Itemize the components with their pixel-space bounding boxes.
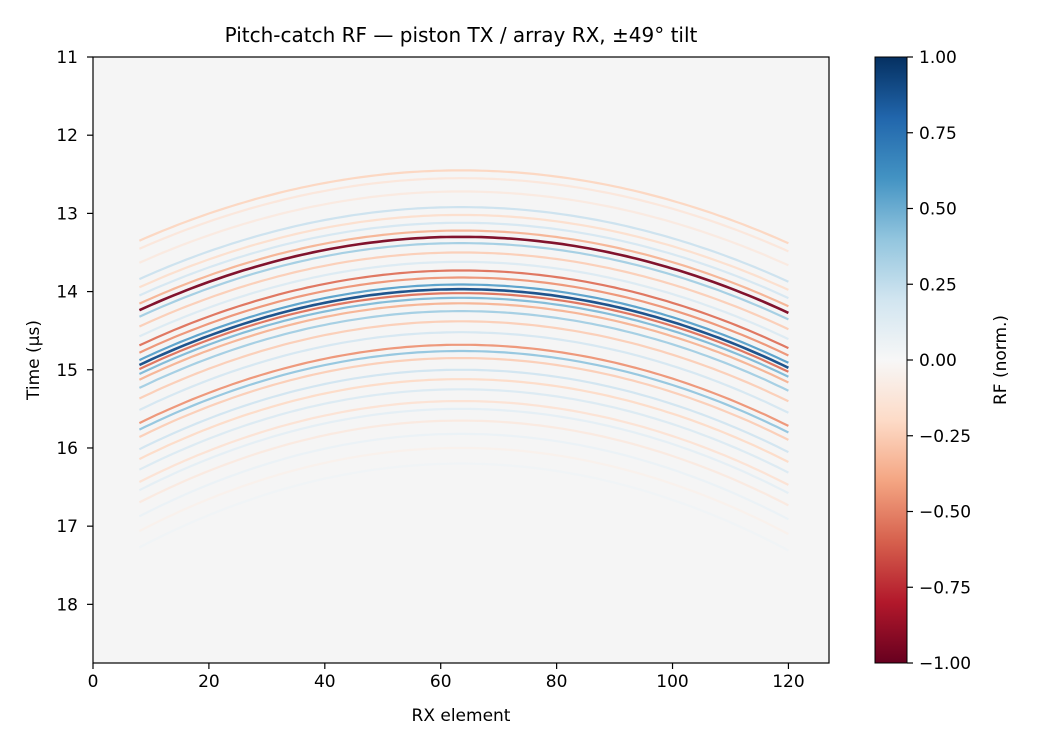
- colorbar-tick-label: 0.75: [919, 124, 957, 144]
- signal-arc-28: [138, 407, 789, 495]
- signal-arc-21: [138, 343, 789, 427]
- signal-arc-8: [138, 242, 789, 321]
- signal-arc-3: [138, 206, 789, 283]
- y-tick-label: 11: [56, 48, 78, 68]
- colorbar-tick-label: 0.50: [919, 200, 957, 220]
- x-tick-label: 0: [88, 672, 99, 692]
- x-axis-ticks: 0 20 40 60 80 100 120: [88, 663, 805, 692]
- signal-arc-19: [138, 320, 789, 403]
- signal-arc-5: [138, 221, 789, 300]
- signal-arc-24: [138, 368, 789, 454]
- x-tick-label: 20: [198, 672, 220, 692]
- signal-arc-32: [138, 462, 789, 552]
- signal-arc-2: [138, 190, 789, 267]
- signal-arc-17: [138, 302, 789, 384]
- colorbar-label: RF (norm.): [991, 315, 1011, 405]
- colorbar-tick-label: −0.75: [919, 578, 971, 598]
- signal-arc-20: [138, 331, 789, 414]
- signal-arc-23: [138, 357, 789, 441]
- y-tick-label: 12: [56, 126, 78, 146]
- signal-arc-13: [138, 283, 789, 364]
- plot-background: [93, 57, 829, 663]
- signal-arc-18: [138, 310, 789, 392]
- signal-arc-0: [138, 169, 789, 245]
- colorbar-tick-label: 1.00: [919, 48, 957, 68]
- colorbar: [874, 56, 908, 664]
- signal-arc-27: [138, 400, 789, 486]
- y-tick-label: 18: [56, 595, 78, 615]
- x-axis-label: RX element: [412, 706, 511, 726]
- y-tick-label: 17: [56, 517, 78, 537]
- plot-frame: [92, 56, 830, 664]
- signal-arc-22: [138, 349, 789, 434]
- signal-arc-11: [138, 269, 789, 350]
- x-tick-label: 80: [546, 672, 568, 692]
- signal-arc-6: [138, 229, 789, 308]
- y-tick-label: 13: [56, 204, 78, 224]
- signal-arc-29: [138, 419, 789, 507]
- y-tick-label: 15: [56, 361, 78, 381]
- chart-title: Pitch-catch RF — piston TX / array RX, ±…: [225, 23, 698, 47]
- y-axis-label: Time (µs): [24, 320, 44, 401]
- colorbar-tick-label: 0.00: [919, 351, 957, 371]
- signal-arc-4: [138, 213, 789, 291]
- x-tick-label: 40: [314, 672, 336, 692]
- signal-arc-14: [138, 287, 789, 369]
- signal-arcs: [138, 169, 789, 552]
- signal-arc-15: [138, 292, 789, 373]
- y-tick-label: 16: [56, 439, 78, 459]
- colorbar-tick-label: 0.25: [919, 275, 957, 295]
- x-tick-label: 60: [430, 672, 452, 692]
- x-tick-label: 100: [656, 672, 688, 692]
- colorbar-ticks: 1.00 0.75 0.50 0.25 0.00 −0.25 −0.50 −0.75 −1.00: [907, 48, 971, 674]
- signal-arc-25: [138, 378, 789, 463]
- signal-arc-26: [138, 388, 789, 474]
- signal-arc-1: [138, 177, 789, 253]
- signal-arc-7: [138, 235, 789, 315]
- colorbar-tick-label: −0.50: [919, 503, 971, 523]
- signal-arc-9: [138, 251, 789, 331]
- colorbar-tick-label: −0.25: [919, 427, 971, 447]
- signal-arc-10: [138, 260, 789, 341]
- y-tick-label: 14: [56, 283, 78, 303]
- x-tick-label: 120: [772, 672, 804, 692]
- signal-arc-16: [138, 296, 789, 378]
- colorbar-tick-label: −1.00: [919, 654, 971, 674]
- signal-arc-31: [138, 446, 789, 536]
- signal-arc-12: [138, 276, 789, 357]
- signal-arc-30: [138, 432, 789, 521]
- y-axis-ticks: 11 12 13 14 15 16 17 18: [56, 48, 93, 615]
